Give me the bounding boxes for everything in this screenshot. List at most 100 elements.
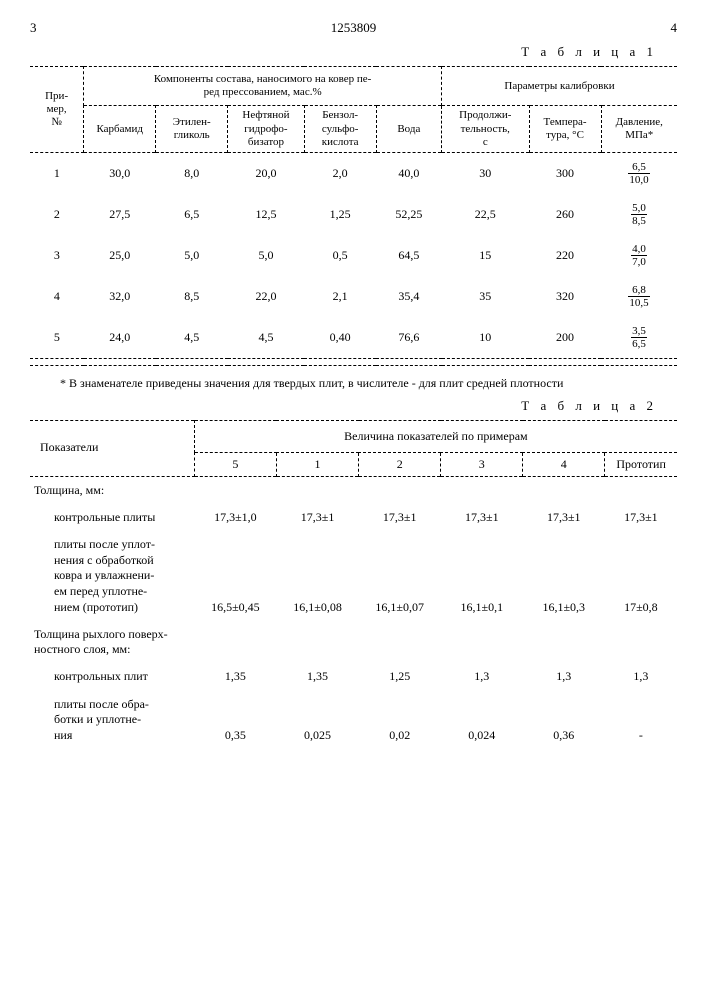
section-row: Толщина, мм: [30,476,677,504]
group-values: Величина показателей по примерам [194,420,677,452]
cell: 32,0 [84,276,156,317]
cell: 16,5±0,45 [194,531,276,621]
cell: 5,0 [228,235,304,276]
cell: 4,5 [156,317,228,359]
cell: 17,3±1 [441,504,523,532]
cell: 320 [529,276,601,317]
table2-row: контрольных плит 1,35 1,35 1,25 1,3 1,3 … [30,663,677,691]
col-etilen: Этилен- гликоль [156,106,228,153]
cell: 6,5 [156,194,228,235]
row-label: плиты после обра- ботки и уплотне- ния [30,691,194,750]
col-voda: Вода [376,106,441,153]
cell: 1,35 [276,663,358,691]
col-pokazateli: Показатели [30,420,194,476]
cell: 12,5 [228,194,304,235]
cell: 20,0 [228,152,304,194]
cell: 3 [30,235,84,276]
cell: 0,024 [441,691,523,750]
row-label: плиты после уплот- нения с обработкой ко… [30,531,194,621]
col-neft: Нефтяной гидрофо- бизатор [228,106,304,153]
cell: 16,1±0,3 [523,531,605,621]
colnum: 3 [441,452,523,476]
cell: 200 [529,317,601,359]
table1-caption: Т а б л и ц а 1 [30,44,657,60]
header-center: 1253809 [331,20,377,36]
cell: 0,5 [304,235,376,276]
table1-row: 3 25,0 5,0 5,0 0,5 64,5 15 220 4,07,0 [30,235,677,276]
col-temp: Темпера- тура, °С [529,106,601,153]
cell: 17,3±1,0 [194,504,276,532]
cell: 5 [30,317,84,359]
table1-body: 1 30,0 8,0 20,0 2,0 40,0 30 300 6,510,0 … [30,152,677,365]
table1-row: 5 24,0 4,5 4,5 0,40 76,6 10 200 3,56,5 [30,317,677,359]
cell: 5,0 [156,235,228,276]
cell: 24,0 [84,317,156,359]
cell: 76,6 [376,317,441,359]
footnote: * В знаменателе приведены значения для т… [60,376,657,392]
table2-caption: Т а б л и ц а 2 [30,398,657,414]
colnum: Прототип [605,452,677,476]
header-left: 3 [30,20,37,36]
colnum: 5 [194,452,276,476]
table2-row: контрольные плиты 17,3±1,0 17,3±1 17,3±1… [30,504,677,532]
cell: 260 [529,194,601,235]
cell: 1,35 [194,663,276,691]
cell: 4 [30,276,84,317]
col-benzol: Бензол- сульфо- кислота [304,106,376,153]
cell: 17,3±1 [276,504,358,532]
header-right: 4 [671,20,678,36]
section-row: Толщина рыхлого поверх- ностного слоя, м… [30,621,677,663]
cell: 0,02 [359,691,441,750]
cell: 17,3±1 [605,504,677,532]
cell: 1 [30,152,84,194]
cell: 0,36 [523,691,605,750]
cell: 64,5 [376,235,441,276]
cell: 300 [529,152,601,194]
row-label: контрольные плиты [30,504,194,532]
cell: 17±0,8 [605,531,677,621]
cell: 40,0 [376,152,441,194]
cell: 10 [442,317,530,359]
cell: 2 [30,194,84,235]
cell-frac: 6,810,5 [601,276,677,317]
cell: 1,3 [605,663,677,691]
cell: 1,3 [441,663,523,691]
table2: Показатели Величина показателей по приме… [30,420,677,750]
cell-frac: 6,510,0 [601,152,677,194]
cell: 25,0 [84,235,156,276]
cell: 52,25 [376,194,441,235]
table1-row: 1 30,0 8,0 20,0 2,0 40,0 30 300 6,510,0 [30,152,677,194]
cell: 27,5 [84,194,156,235]
group-components: Компоненты состава, наносимого на ковер … [84,67,442,106]
cell: 4,5 [228,317,304,359]
spacer-row [30,358,677,365]
cell: 1,3 [523,663,605,691]
cell: 16,1±0,07 [359,531,441,621]
cell: 35 [442,276,530,317]
group-params: Параметры калибровки [442,67,677,106]
colnum: 4 [523,452,605,476]
cell: 22,0 [228,276,304,317]
col-karbamid: Карбамид [84,106,156,153]
section-label: Толщина рыхлого поверх- ностного слоя, м… [30,621,677,663]
cell-frac: 5,08,5 [601,194,677,235]
col-primer: При- мер, № [30,67,84,153]
table1-row: 4 32,0 8,5 22,0 2,1 35,4 35 320 6,810,5 [30,276,677,317]
cell: 2,0 [304,152,376,194]
cell: 16,1±0,08 [276,531,358,621]
cell: 17,3±1 [523,504,605,532]
row-label: контрольных плит [30,663,194,691]
colnum: 1 [276,452,358,476]
cell: 35,4 [376,276,441,317]
page-header: 3 1253809 4 [30,20,677,36]
cell: 220 [529,235,601,276]
cell: 16,1±0,1 [441,531,523,621]
cell: 30 [442,152,530,194]
cell: 17,3±1 [359,504,441,532]
table2-row: плиты после обра- ботки и уплотне- ния 0… [30,691,677,750]
table1: При- мер, № Компоненты состава, наносимо… [30,66,677,366]
cell: 15 [442,235,530,276]
cell-frac: 3,56,5 [601,317,677,359]
cell: 1,25 [304,194,376,235]
table1-row: 2 27,5 6,5 12,5 1,25 52,25 22,5 260 5,08… [30,194,677,235]
